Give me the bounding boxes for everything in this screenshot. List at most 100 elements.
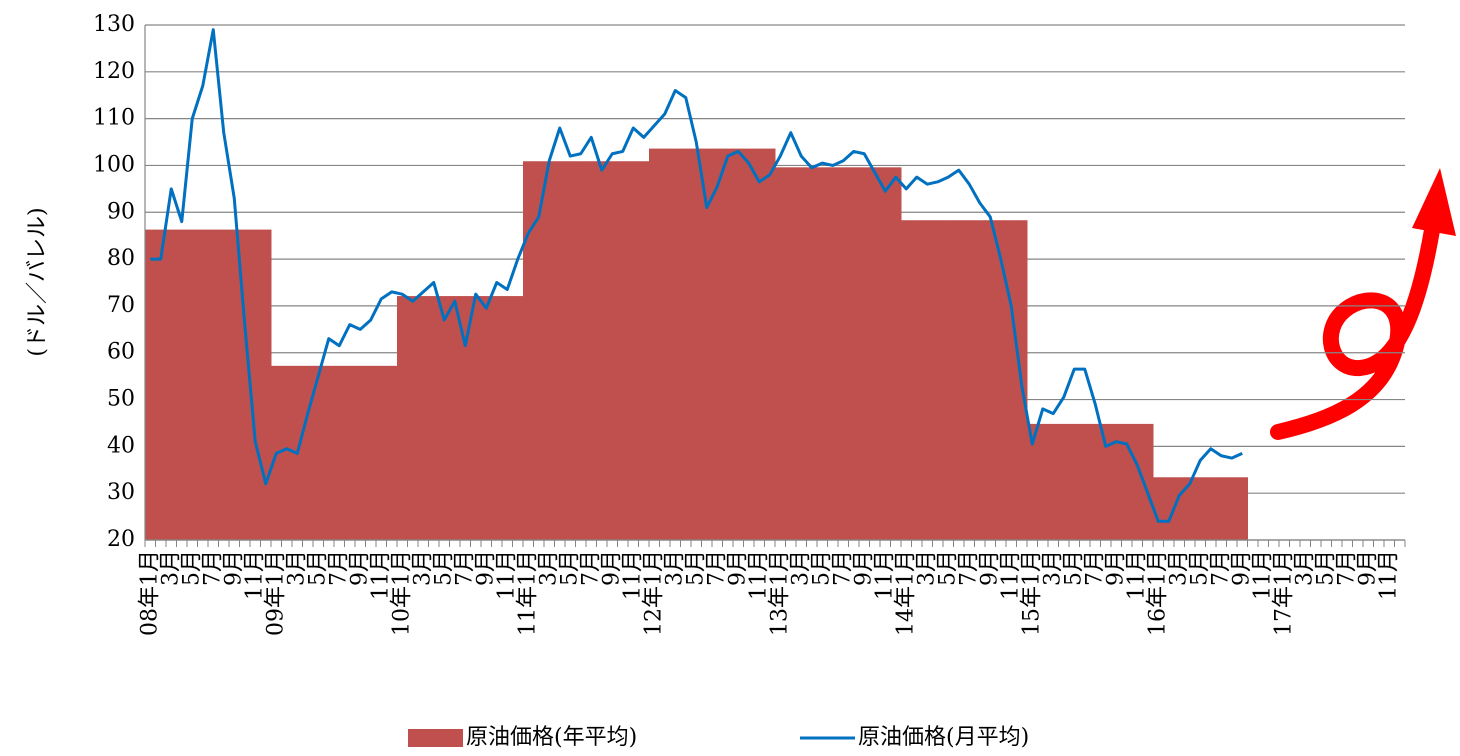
bar <box>691 149 702 540</box>
bar <box>922 220 933 540</box>
bar <box>156 230 167 540</box>
bar <box>376 366 387 540</box>
bar <box>859 167 870 540</box>
bar <box>628 161 639 540</box>
bar <box>219 230 230 540</box>
bar <box>775 167 786 540</box>
bar <box>544 161 555 540</box>
bar <box>576 161 587 540</box>
y-tick-label: 50 <box>107 387 135 412</box>
y-tick-label: 130 <box>93 12 135 37</box>
bar <box>565 161 576 540</box>
bar <box>439 296 450 540</box>
bar <box>849 167 860 540</box>
bar <box>502 296 513 540</box>
bar <box>555 161 566 540</box>
bar <box>828 167 839 540</box>
bar <box>1227 477 1238 540</box>
bar <box>933 220 944 540</box>
bar <box>1206 477 1217 540</box>
bar <box>429 296 440 540</box>
bar <box>229 230 240 540</box>
bar <box>345 366 356 540</box>
y-tick-label: 70 <box>107 293 135 318</box>
bar <box>786 167 797 540</box>
legend-label: 原油価格(年平均) <box>466 725 637 750</box>
bar <box>513 296 524 540</box>
bar <box>870 167 881 540</box>
y-tick-label: 40 <box>107 433 135 458</box>
bar <box>450 296 461 540</box>
decorative-arrowhead <box>1412 168 1456 236</box>
y-tick-label: 60 <box>107 340 135 365</box>
bar <box>891 167 902 540</box>
bar <box>817 167 828 540</box>
bar <box>492 296 503 540</box>
decorative-arrow <box>1278 230 1432 432</box>
bar <box>796 167 807 540</box>
bar <box>586 161 597 540</box>
chart: (ドル／バレル) 203040506070809010011012013008年… <box>0 0 1460 752</box>
bar <box>670 149 681 540</box>
bar <box>1174 477 1185 540</box>
bar <box>1069 424 1080 540</box>
bar <box>618 161 629 540</box>
y-tick-label: 30 <box>107 480 135 505</box>
bar <box>366 366 377 540</box>
bar <box>198 230 209 540</box>
bar <box>744 149 755 540</box>
bar <box>660 149 671 540</box>
bar <box>681 149 692 540</box>
x-tick-label: 11月 <box>1376 550 1401 600</box>
bar <box>324 366 335 540</box>
bar <box>765 149 776 540</box>
bar <box>1038 424 1049 540</box>
bar <box>1080 424 1091 540</box>
bar <box>208 230 219 540</box>
bar <box>712 149 723 540</box>
bar <box>754 149 765 540</box>
y-tick-label: 20 <box>107 527 135 552</box>
bar <box>177 230 188 540</box>
bar <box>996 220 1007 540</box>
bar <box>334 366 345 540</box>
y-tick-label: 80 <box>107 246 135 271</box>
bar <box>607 161 618 540</box>
bar <box>880 167 891 540</box>
bar <box>901 220 912 540</box>
bar <box>282 366 293 540</box>
bar <box>639 161 650 540</box>
bar <box>943 220 954 540</box>
bar <box>1048 424 1059 540</box>
bar <box>471 296 482 540</box>
y-tick-label: 100 <box>93 152 135 177</box>
y-tick-label: 110 <box>93 106 135 131</box>
bar <box>964 220 975 540</box>
bar <box>838 167 849 540</box>
bar <box>985 220 996 540</box>
bar <box>975 220 986 540</box>
bar <box>597 161 608 540</box>
bar <box>807 167 818 540</box>
bar <box>1006 220 1017 540</box>
bar <box>187 230 198 540</box>
legend-swatch <box>408 729 463 747</box>
bar <box>723 149 734 540</box>
bar <box>1237 477 1248 540</box>
bar <box>1132 424 1143 540</box>
bar <box>1216 477 1227 540</box>
bar <box>408 296 419 540</box>
legend-label: 原油価格(月平均) <box>858 725 1029 750</box>
bar <box>355 366 366 540</box>
bar <box>261 230 272 540</box>
bar <box>912 220 923 540</box>
y-tick-label: 90 <box>107 199 135 224</box>
bar <box>303 366 314 540</box>
bar <box>1059 424 1070 540</box>
y-tick-label: 120 <box>93 59 135 84</box>
bar <box>387 366 398 540</box>
y-axis-label: (ドル／バレル) <box>25 207 50 356</box>
bar <box>733 149 744 540</box>
bar <box>397 296 408 540</box>
bar <box>1090 424 1101 540</box>
